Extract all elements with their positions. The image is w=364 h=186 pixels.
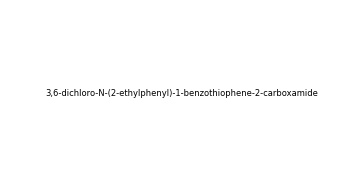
Text: 3,6-dichloro-N-(2-ethylphenyl)-1-benzothiophene-2-carboxamide: 3,6-dichloro-N-(2-ethylphenyl)-1-benzoth… (46, 89, 318, 97)
